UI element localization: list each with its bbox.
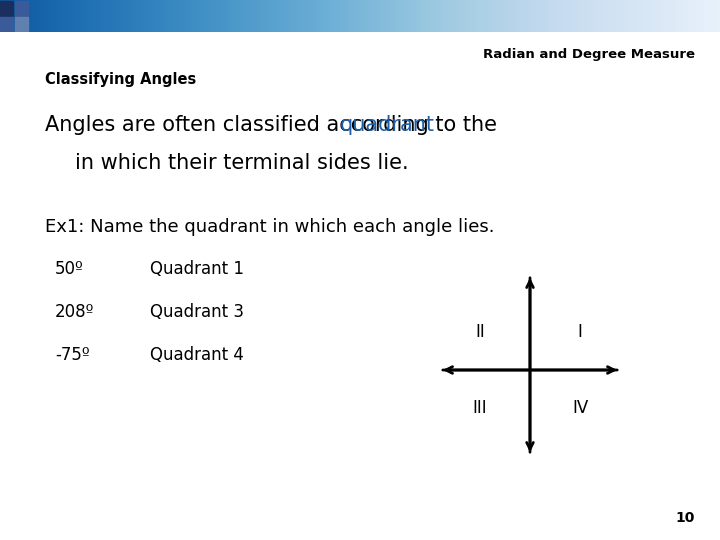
- Text: III: III: [473, 399, 487, 417]
- Text: Classifying Angles: Classifying Angles: [45, 72, 197, 87]
- Text: Radian and Degree Measure: Radian and Degree Measure: [483, 48, 695, 61]
- Text: 50º: 50º: [55, 260, 84, 278]
- Text: Quadrant 4: Quadrant 4: [150, 346, 244, 364]
- Text: Quadrant 3: Quadrant 3: [150, 303, 244, 321]
- Text: Quadrant 1: Quadrant 1: [150, 260, 244, 278]
- Text: Ex1: Name the quadrant in which each angle lies.: Ex1: Name the quadrant in which each ang…: [45, 218, 495, 236]
- Text: -75º: -75º: [55, 346, 89, 364]
- Text: 208º: 208º: [55, 303, 94, 321]
- Bar: [15, 1, 28, 16]
- Text: quadrant: quadrant: [340, 115, 435, 135]
- Text: Angles are often classified according to the: Angles are often classified according to…: [45, 115, 503, 135]
- Bar: [15, 17, 28, 32]
- Text: IV: IV: [572, 399, 588, 417]
- Text: I: I: [577, 323, 582, 341]
- Text: 10: 10: [675, 511, 695, 525]
- Text: II: II: [475, 323, 485, 341]
- Text: in which their terminal sides lie.: in which their terminal sides lie.: [75, 153, 409, 173]
- Bar: [0, 17, 14, 32]
- Bar: [0, 1, 14, 16]
